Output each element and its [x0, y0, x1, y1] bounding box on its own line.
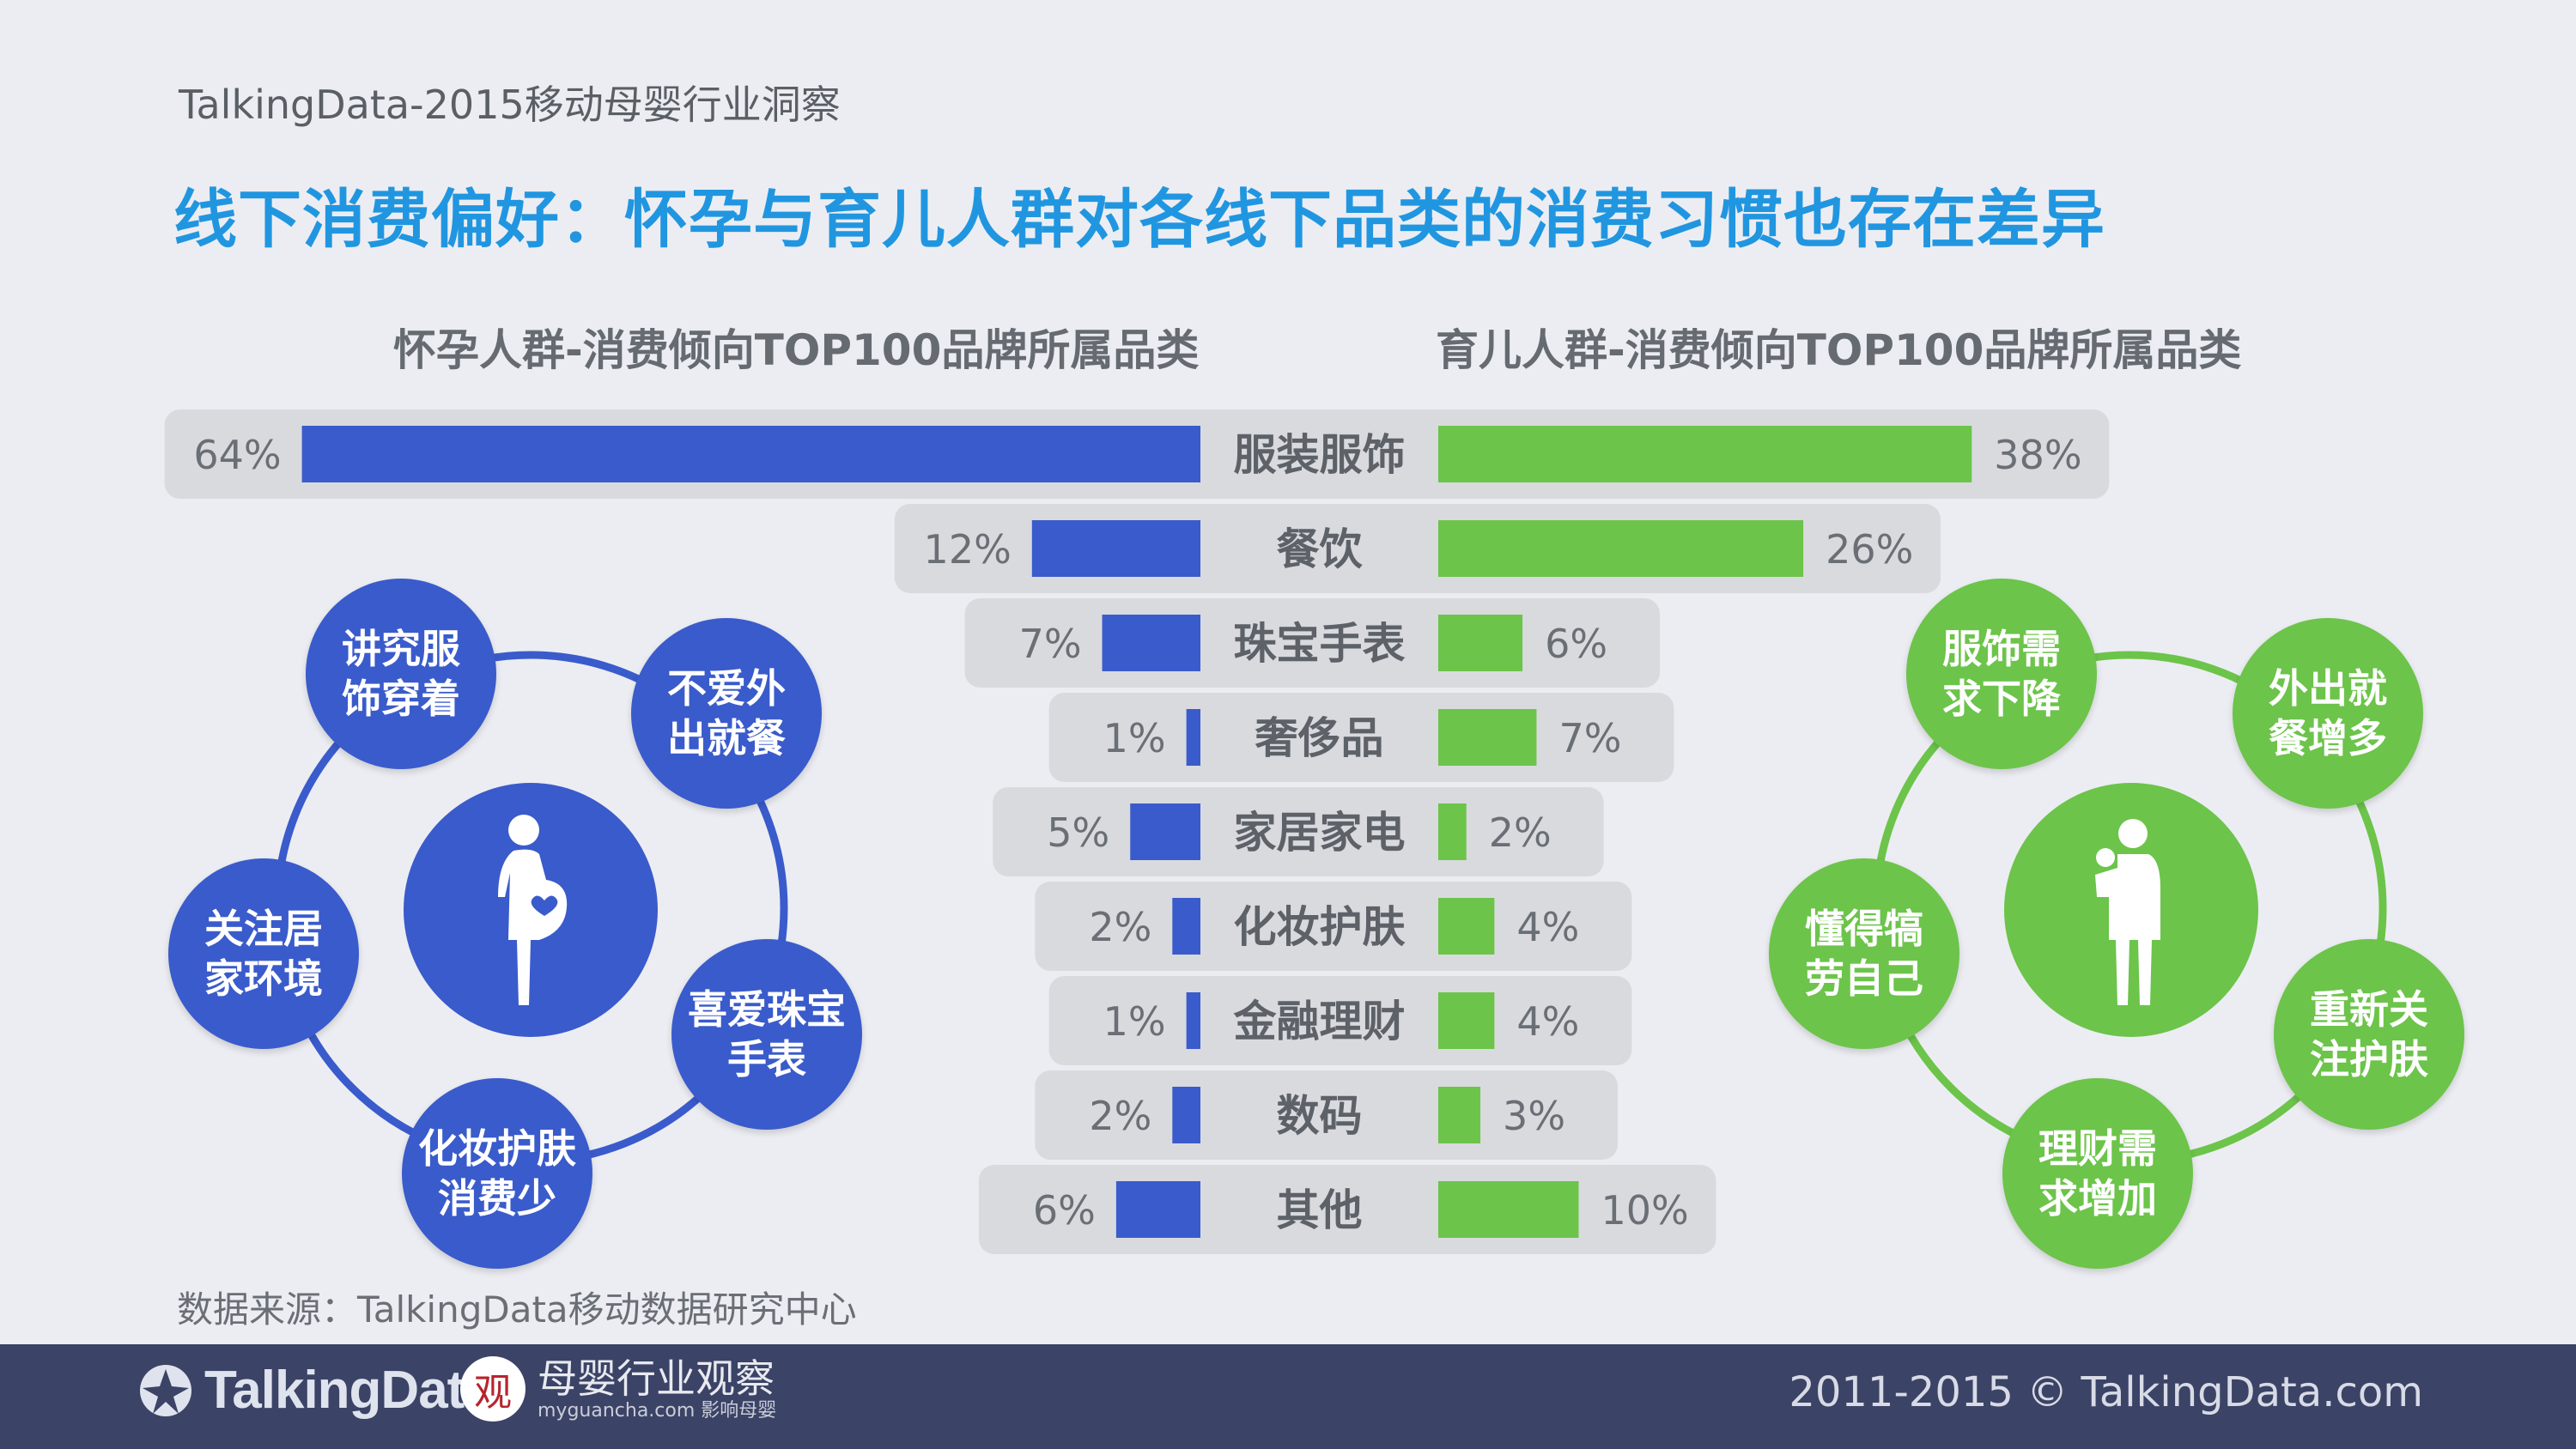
category-label: 数码 — [1277, 1091, 1363, 1141]
category-label: 服装服饰 — [1234, 430, 1406, 480]
parenting-center-circle — [2004, 783, 2258, 1037]
partner-name: 母婴行业观察 — [538, 1355, 775, 1402]
data-source: 数据来源：TalkingData移动数据研究中心 — [177, 1288, 857, 1331]
parenting-trait-bubble-2: 外出就 餐增多 — [2233, 618, 2423, 809]
pregnant-bar — [1031, 520, 1200, 577]
parenting-value-label: 7% — [1558, 715, 1621, 761]
pregnant-bar — [1115, 1181, 1200, 1238]
parenting-bar — [1438, 615, 1523, 671]
pregnant-value-label: 6% — [1033, 1187, 1096, 1234]
parenting-value-label: 3% — [1503, 1093, 1565, 1139]
pregnant-value-label: 5% — [1047, 809, 1109, 856]
pregnant-value-label: 7% — [1019, 621, 1082, 667]
talkingdata-logo-icon — [140, 1364, 191, 1416]
pregnant-bar — [1172, 898, 1200, 955]
talkingdata-logo: TalkingData — [137, 1360, 494, 1421]
pregnant-bar — [1186, 709, 1200, 766]
left-column-heading: 怀孕人群-消费倾向TOP100品牌所属品类 — [393, 325, 1200, 375]
category-label: 奢侈品 — [1255, 713, 1384, 763]
footer-bar: TalkingData 观 母婴行业观察 myguancha.com 影响母婴 … — [0, 1344, 2576, 1449]
parenting-value-label: 26% — [1826, 526, 1913, 573]
pregnant-center-circle — [404, 783, 658, 1037]
pregnant-value-label: 2% — [1089, 1093, 1151, 1139]
trait-bubble-3: 喜爱珠宝 手表 — [671, 939, 862, 1130]
category-label: 家居家电 — [1234, 808, 1406, 858]
trait-bubble-2: 不爱外 出就餐 — [631, 618, 822, 809]
parenting-bar — [1438, 992, 1495, 1049]
pregnant-value-label: 1% — [1103, 715, 1166, 761]
pregnant-bar — [1102, 615, 1200, 671]
parenting-bar — [1438, 520, 1804, 577]
parenting-bar — [1438, 1087, 1481, 1143]
parenting-value-label: 4% — [1516, 904, 1579, 950]
trait-bubble-5: 关注居 家环境 — [168, 858, 359, 1049]
pregnant-value-label: 12% — [924, 526, 1012, 573]
partner-seal-icon: 观 — [460, 1356, 526, 1422]
mother-with-child-icon — [2095, 819, 2160, 1005]
category-label: 其他 — [1277, 1185, 1363, 1235]
pregnant-value-label: 64% — [193, 432, 281, 478]
butterfly-bar-chart: 64% 38% 服装服饰 12% 26% 餐饮 7% 6% 珠宝手表 1% 7% 奢侈品 5% 2% 家居家… — [164, 409, 2110, 1254]
parenting-value-label: 10% — [1601, 1187, 1689, 1234]
pregnant-bar — [1186, 992, 1200, 1049]
copyright: 2011-2015 © TalkingData.com — [1789, 1368, 2423, 1416]
parenting-bar — [1438, 426, 1972, 482]
category-label: 化妆护肤 — [1234, 902, 1406, 952]
partner-url: myguancha.com 影响母婴 — [538, 1400, 777, 1422]
parenting-trait-bubble-4: 理财需 求增加 — [2002, 1078, 2193, 1269]
pregnant-bar — [1130, 803, 1200, 860]
talkingdata-logo-text: TalkingData — [204, 1361, 494, 1420]
parenting-value-label: 38% — [1994, 432, 2081, 478]
category-label: 餐饮 — [1277, 524, 1364, 574]
pregnant-value-label: 2% — [1089, 904, 1151, 950]
parenting-trait-bubble-5: 懂得犒 劳自己 — [1769, 858, 1959, 1049]
category-label: 珠宝手表 — [1234, 619, 1406, 669]
parenting-value-label: 6% — [1545, 621, 1607, 667]
parenting-bar — [1438, 898, 1495, 955]
page-title: 线下消费偏好：怀孕与育儿人群对各线下品类的消费习惯也存在差异 — [173, 183, 2105, 257]
report-subtitle: TalkingData-2015移动母婴行业洞察 — [179, 82, 841, 128]
partner-logo: 观 母婴行业观察 myguancha.com 影响母婴 — [460, 1356, 776, 1422]
trait-bubble-1: 讲究服 饰穿着 — [306, 579, 496, 769]
parenting-trait-bubble-3: 重新关 注护肤 — [2274, 939, 2464, 1130]
parenting-bar — [1438, 1181, 1579, 1238]
right-column-heading: 育儿人群-消费倾向TOP100品牌所属品类 — [1436, 325, 2242, 375]
pregnant-bar — [1172, 1087, 1200, 1143]
pregnant-value-label: 1% — [1103, 998, 1166, 1045]
parenting-bar — [1438, 803, 1467, 860]
parenting-bar — [1438, 709, 1537, 766]
pregnant-bar — [301, 426, 1201, 482]
pregnant-woman-icon — [498, 815, 568, 1005]
trait-bubble-4: 化妆护肤 消费少 — [402, 1078, 592, 1269]
category-label: 金融理财 — [1234, 997, 1406, 1046]
parenting-trait-bubble-1: 服饰需 求下降 — [1906, 579, 2097, 769]
parenting-value-label: 4% — [1516, 998, 1579, 1045]
parenting-value-label: 2% — [1489, 809, 1552, 856]
